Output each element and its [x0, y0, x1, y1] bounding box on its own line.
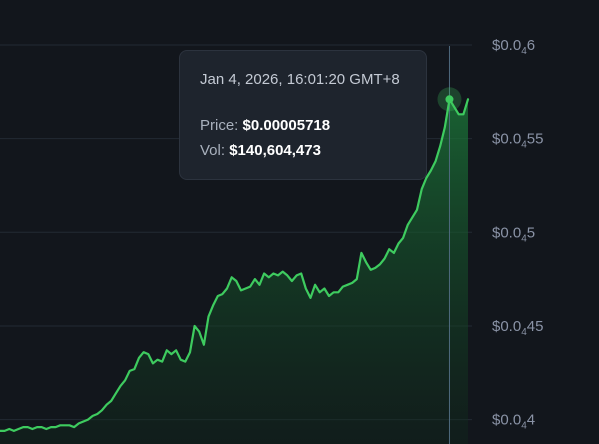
price-area — [0, 99, 468, 444]
area-fill — [0, 99, 468, 444]
hover-marker — [437, 87, 462, 112]
y-tick-label: $0.046 — [492, 37, 535, 57]
tooltip-price-value: $0.00005718 — [242, 117, 331, 134]
y-tick-label: $0.0445 — [492, 318, 543, 338]
tooltip-vol-row: Vol: $140,604,473 — [200, 142, 321, 159]
price-tooltip: Jan 4, 2026, 16:01:20 GMT+8 Price: $0.00… — [179, 50, 427, 180]
tooltip-date: Jan 4, 2026, 16:01:20 GMT+8 — [200, 71, 400, 88]
y-tick-label: $0.044 — [492, 412, 535, 432]
y-axis-labels: $0.046 $0.0455 $0.045 $0.0445 $0.044 — [492, 37, 543, 432]
hover-point — [445, 95, 454, 104]
tooltip-vol-value: $140,604,473 — [229, 142, 321, 159]
y-tick-label: $0.0455 — [492, 131, 543, 151]
price-line — [0, 98, 470, 432]
tooltip-price-row: Price: $0.00005718 — [200, 117, 330, 134]
y-tick-label: $0.045 — [492, 224, 535, 244]
tooltip-price-label: Price: — [200, 117, 239, 134]
series-line — [0, 98, 470, 432]
tooltip-vol-label: Vol: — [200, 142, 226, 159]
